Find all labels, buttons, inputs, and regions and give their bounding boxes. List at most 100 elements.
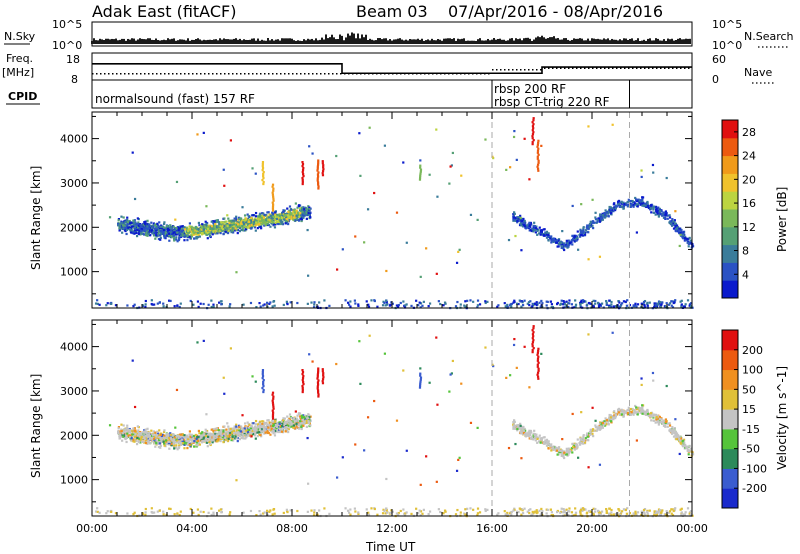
- velocity-point: [300, 414, 303, 417]
- colorbar-tick-label: 4: [742, 268, 749, 281]
- power-point: [249, 301, 253, 305]
- power-point: [154, 237, 157, 240]
- nave-dot: [404, 73, 406, 75]
- velocity-point: [257, 423, 260, 426]
- power-point: [510, 302, 513, 306]
- velocity-point: [266, 424, 269, 427]
- velocity-point: [259, 422, 262, 425]
- power-point: [195, 233, 199, 236]
- cpid-segment-rbsp: rbsp 200 RF: [494, 82, 566, 96]
- power-point: [385, 300, 388, 304]
- velocity-point: [213, 439, 216, 442]
- power-point: [478, 303, 482, 306]
- power-point: [643, 202, 646, 205]
- power-point: [132, 219, 135, 222]
- power-point: [301, 161, 304, 164]
- power-point: [301, 208, 304, 211]
- frequency-panel: Freq. [MHz] 18 8 60 0 Nave: [2, 52, 776, 86]
- power-point: [634, 302, 637, 305]
- power-point: [170, 230, 173, 233]
- velocity-point: [286, 415, 289, 418]
- nave-dot: [196, 73, 198, 75]
- velocity-point: [253, 434, 257, 437]
- power-point: [266, 222, 269, 225]
- power-point: [528, 221, 531, 224]
- nave-dot: [392, 73, 394, 75]
- velocity-point: [274, 421, 277, 424]
- power-point: [516, 216, 519, 219]
- power-point: [444, 302, 447, 305]
- power-point: [588, 224, 591, 227]
- velocity-point: [145, 434, 148, 437]
- nave-dot: [420, 73, 422, 75]
- power-point: [146, 234, 149, 237]
- velocity-point: [309, 415, 312, 418]
- power-point: [537, 159, 540, 162]
- velocity-point: [215, 432, 218, 436]
- velocity-point: [154, 437, 157, 440]
- power-point: [417, 304, 420, 307]
- power-point: [241, 219, 244, 222]
- power-point: [176, 231, 179, 234]
- velocity-point: [212, 429, 215, 433]
- nave-dot: [472, 73, 474, 75]
- nave-dot: [396, 73, 398, 75]
- power-point: [653, 305, 656, 309]
- power-point: [598, 216, 601, 220]
- power-point: [679, 233, 682, 236]
- power-point: [610, 305, 613, 309]
- power-point: [258, 302, 261, 305]
- nave-dot: [200, 73, 202, 75]
- nave-dot: [264, 73, 266, 75]
- noise-sky-label: N.Sky: [4, 30, 36, 43]
- power-point: [130, 221, 133, 225]
- power-point: [175, 180, 179, 184]
- velocity-point: [254, 437, 257, 440]
- velocity-point: [226, 430, 229, 434]
- power-point: [609, 208, 612, 211]
- power-point: [215, 224, 218, 228]
- power-point: [162, 222, 166, 226]
- power-point: [528, 178, 531, 181]
- nave-dot: [272, 73, 274, 75]
- power-point: [349, 305, 352, 308]
- power-point: [273, 304, 276, 307]
- power-point: [133, 303, 136, 306]
- power-point: [567, 305, 570, 309]
- power-point: [235, 215, 238, 218]
- velocity-point: [175, 444, 178, 447]
- velocity-point: [272, 432, 275, 435]
- velocity-point: [235, 431, 238, 434]
- power-point: [650, 211, 653, 214]
- velocity-point: [236, 439, 239, 443]
- power-point: [248, 224, 251, 227]
- nave-dot: [376, 73, 378, 75]
- power-point: [574, 237, 577, 241]
- power-point: [578, 235, 582, 238]
- power-point: [181, 231, 184, 234]
- nave-dot: [456, 73, 458, 75]
- power-point: [200, 224, 203, 227]
- power-point: [185, 230, 188, 233]
- colorbar-tick-label: 16: [742, 197, 756, 210]
- nave-dot: [568, 67, 570, 69]
- power-point: [668, 214, 671, 217]
- power-point: [354, 302, 357, 305]
- velocity-point: [257, 428, 260, 431]
- power-point: [279, 214, 283, 217]
- velocity-point: [197, 438, 200, 441]
- power-point: [274, 215, 277, 219]
- power-point: [660, 210, 663, 213]
- power-point: [268, 302, 271, 305]
- power-point: [579, 232, 582, 235]
- power-point: [671, 224, 674, 227]
- power-point: [596, 220, 599, 223]
- power-point: [178, 227, 181, 230]
- power-point: [691, 306, 694, 309]
- velocity-point: [262, 420, 265, 423]
- power-point: [302, 208, 306, 211]
- power-point: [607, 214, 610, 218]
- power-point: [219, 224, 222, 227]
- velocity-point: [250, 422, 254, 425]
- power-point: [267, 223, 270, 227]
